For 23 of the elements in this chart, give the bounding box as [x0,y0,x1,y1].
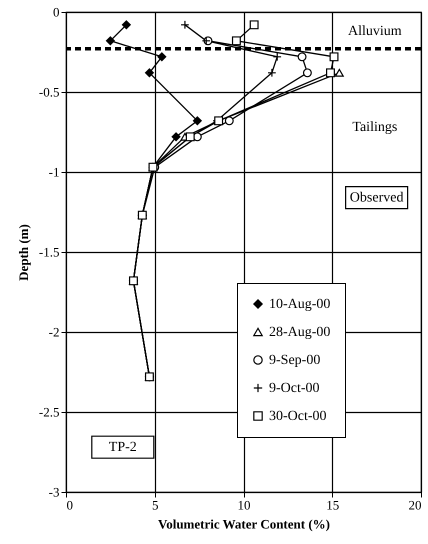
annotation: TP-2 [108,440,137,456]
legend-label: 9-Sep-00 [269,353,320,368]
y-tick-label: -2 [48,324,60,340]
annotation: Tailings [352,120,398,136]
x-tick-label: 20 [408,498,422,512]
annotation: Observed [350,190,404,206]
legend-label: 9-Oct-00 [269,381,320,396]
y-tick-label: -2.5 [38,404,60,420]
x-tick-label: 5 [152,498,158,512]
y-tick-label: -1.5 [38,244,60,260]
y-tick-label: -1 [48,164,60,180]
legend-label: 10-Aug-00 [269,297,330,312]
x-tick-label: 10 [238,498,250,512]
y-axis-title: Depth (m) [16,224,31,281]
y-tick-label: -3 [48,484,60,500]
x-tick-label: 15 [326,498,340,512]
x-axis-title: Volumetric Water Content (%) [158,516,330,532]
y-tick-label: -0.5 [38,84,60,100]
y-tick-label: 0 [53,4,60,20]
annotation: Alluvium [348,24,402,40]
legend-label: 30-Oct-00 [269,409,327,424]
legend-label: 28-Aug-00 [269,325,330,340]
x-tick-label: 0 [66,498,73,512]
